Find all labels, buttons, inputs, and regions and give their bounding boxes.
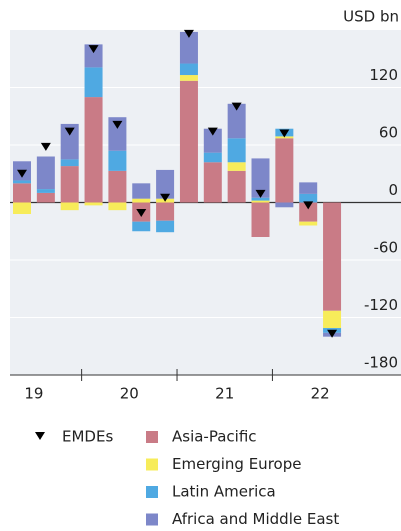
emde-marker [279, 129, 290, 138]
emde-marker [303, 201, 314, 210]
bar-segment [179, 63, 198, 76]
x-tick-label: 20 [120, 385, 139, 403]
emde-marker [160, 193, 171, 202]
legend-swatch [146, 431, 158, 443]
y-tick-label: 120 [369, 66, 398, 84]
bar-segment [156, 220, 175, 233]
bar-segment [227, 162, 246, 171]
emde-marker [183, 29, 194, 38]
y-tick-label: 0 [388, 181, 398, 199]
bar-segment [203, 152, 222, 163]
emde-marker [255, 189, 266, 198]
emde-marker [327, 329, 338, 338]
bar-segment [251, 202, 270, 237]
bar-segment [251, 200, 270, 203]
bar-segment [299, 193, 318, 203]
bar-segment [132, 183, 151, 199]
bar-segment [323, 310, 342, 329]
emde-marker [88, 45, 99, 54]
bar-segment [84, 97, 103, 203]
y-tick-label: -120 [364, 296, 398, 314]
bar-segment [299, 221, 318, 226]
bar-segment [108, 150, 127, 171]
bar-segment [227, 138, 246, 163]
bar-segment [84, 44, 103, 68]
x-tick-label: 19 [24, 385, 43, 403]
emde-marker [64, 127, 75, 136]
bar-segment [132, 221, 151, 232]
legend-label: Asia-Pacific [172, 428, 257, 446]
legend-label: Emerging Europe [172, 455, 301, 473]
emde-marker [112, 120, 123, 129]
bar-segment [179, 80, 198, 203]
bar-segment [275, 202, 294, 208]
bar-segment [299, 202, 318, 222]
bar-segment [108, 170, 127, 203]
emde-marker [231, 102, 242, 111]
bar-segment [13, 202, 31, 214]
bar-segment [60, 123, 79, 160]
bar-segment [13, 180, 31, 184]
legend-swatch [146, 513, 158, 526]
bar-segment [227, 170, 246, 203]
legend-label: Africa and Middle East [172, 510, 339, 528]
bar-segment [36, 156, 55, 190]
legend-swatch [146, 486, 158, 498]
x-tick-label: 21 [215, 385, 234, 403]
bar-segment [60, 166, 79, 203]
bar-segment [13, 183, 31, 203]
bar-segment [203, 128, 222, 153]
bar-segment [323, 202, 342, 311]
legend-swatch [146, 458, 158, 471]
bar-segment [84, 202, 103, 206]
bar-segment [299, 182, 318, 194]
bar-segment [251, 158, 270, 198]
x-tick-label: 22 [311, 385, 330, 403]
bar-segment [84, 67, 103, 98]
bar-segment [179, 31, 198, 64]
bar-segment [60, 202, 79, 211]
emde-marker [136, 209, 147, 218]
legend-label: EMDEs [62, 428, 113, 446]
bar-segment [132, 198, 151, 203]
emde-marker [40, 142, 51, 151]
bar-segment [36, 192, 55, 203]
bar-segment [156, 169, 175, 199]
bar-segment [60, 159, 79, 167]
bar-segment [156, 202, 175, 221]
bar-segment [251, 197, 270, 201]
bar-segment [275, 138, 294, 203]
bar-segment [227, 103, 246, 139]
emde-marker [17, 169, 27, 178]
bar-segment [108, 202, 127, 211]
bar-segment [179, 75, 198, 81]
bar-segment [108, 117, 127, 151]
y-tick-label: 60 [379, 124, 398, 142]
y-tick-label: -180 [364, 354, 398, 372]
emde-marker [207, 127, 218, 136]
unit-label: USD bn [343, 8, 399, 26]
y-tick-label: -60 [374, 239, 399, 257]
legend-marker [35, 432, 45, 440]
bar-segment [36, 189, 55, 193]
legend-label: Latin America [172, 483, 276, 501]
bar-segment [203, 162, 222, 203]
